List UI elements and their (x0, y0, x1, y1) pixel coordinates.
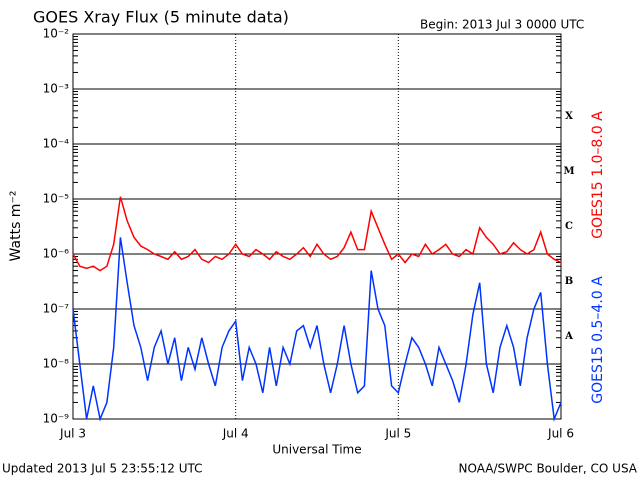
plot-frame (72, 33, 562, 420)
footer-left: Updated 2013 Jul 5 23:55:12 UTC (2, 462, 202, 476)
x-tick-label: Jul 6 (547, 427, 574, 441)
x-tick-label: Jul 3 (59, 427, 86, 441)
legend-label: GOES15 1.0–8.0 A (590, 111, 606, 239)
x-tick-label: Jul 4 (222, 427, 249, 441)
series-line (72, 196, 562, 272)
x-axis-label: Universal Time (272, 443, 361, 457)
x-tick-label: Jul 5 (384, 427, 411, 441)
y-tick-label: 10⁻³ (43, 82, 70, 96)
series-line (72, 237, 562, 422)
y-tick-label: 10⁻² (43, 27, 70, 41)
y-tick-label: 10⁻⁶ (43, 247, 70, 261)
y-tick-label: 10⁻⁷ (43, 302, 70, 316)
chart-subtitle: Begin: 2013 Jul 3 0000 UTC (420, 18, 584, 32)
y-tick-label: 10⁻⁴ (43, 137, 70, 151)
y-tick-label: 10⁻⁹ (43, 412, 70, 426)
y-axis-label: Watts m⁻² (8, 191, 24, 262)
chart-title: GOES Xray Flux (5 minute data) (33, 8, 289, 27)
y-tick-label: 10⁻⁸ (43, 357, 70, 371)
flare-class-label: A (564, 331, 573, 342)
flare-class-label: B (565, 276, 573, 287)
y-tick-label: 10⁻⁵ (43, 192, 70, 206)
flare-class-label: C (565, 221, 573, 232)
footer-right: NOAA/SWPC Boulder, CO USA (459, 462, 638, 476)
flare-class-label: X (565, 111, 573, 122)
flare-class-label: M (563, 166, 574, 177)
legend-label: GOES15 0.5–4.0 A (590, 276, 606, 404)
